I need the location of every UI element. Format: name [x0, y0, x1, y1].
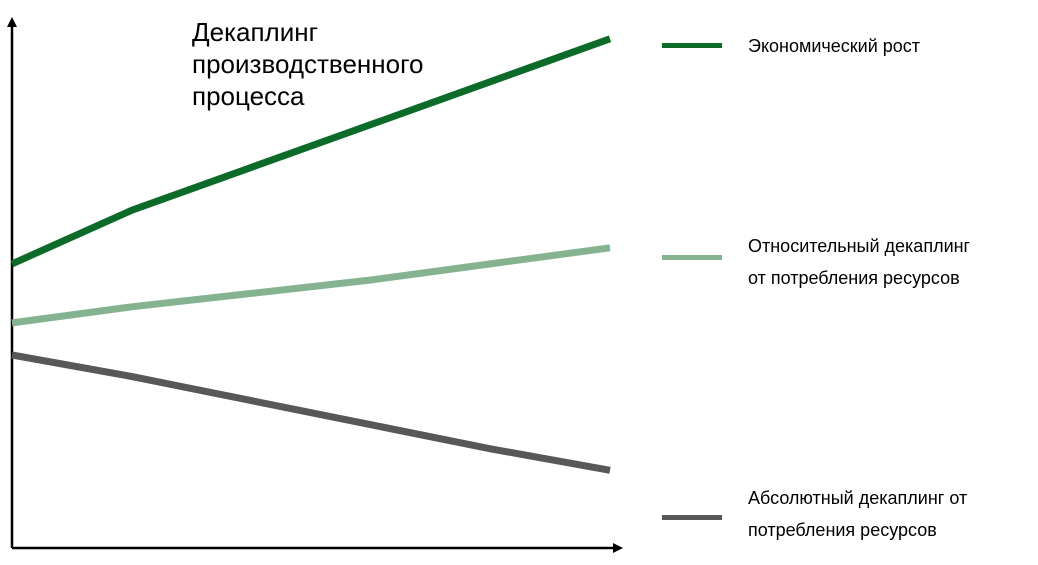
legend-item-economic-growth: Экономический рост — [662, 30, 1038, 110]
series-layer — [10, 35, 612, 474]
legend-label-absolute-decoupling: Абсолютный декаплинг от потребления ресу… — [748, 488, 968, 540]
legend-swatch-absolute-decoupling — [662, 515, 722, 520]
legend-label-relative-decoupling: Относительный декаплинг от потребления р… — [748, 236, 971, 288]
legend-swatch-economic-growth — [662, 43, 722, 48]
legend-item-absolute-decoupling: Абсолютный декаплинг от потребления ресу… — [662, 482, 1038, 562]
legend-label-economic-growth: Экономический рост — [748, 36, 921, 56]
legend-swatch-relative-decoupling — [662, 255, 722, 260]
chart-title: Декаплинг производственного процесса — [192, 17, 424, 111]
series-line-absolute-decoupling — [11, 351, 611, 474]
series-line-relative-decoupling — [11, 244, 611, 327]
series-line-economic-growth — [10, 35, 612, 268]
legend-item-relative-decoupling: Относительный декаплинг от потребления р… — [662, 230, 1038, 310]
